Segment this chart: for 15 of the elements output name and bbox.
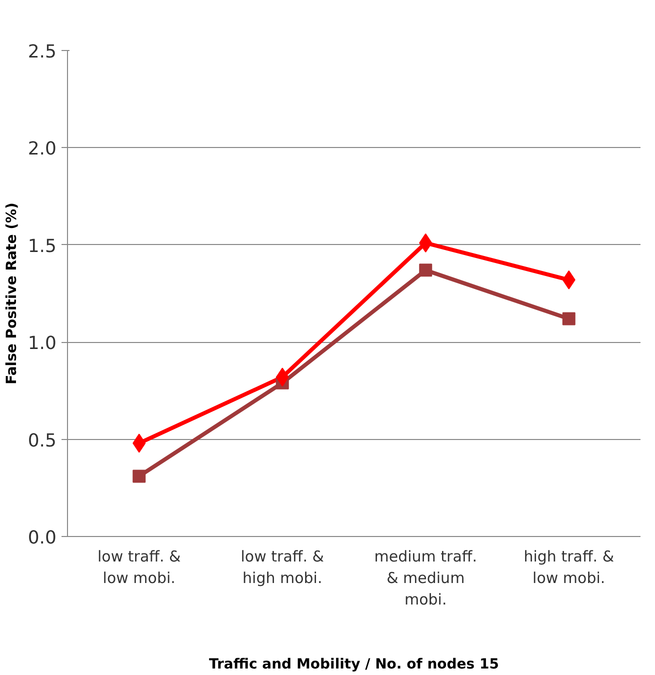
point xyxy=(419,264,432,277)
y-tick-label: 0.5 xyxy=(28,430,57,452)
y-tick-label: 2.0 xyxy=(28,138,57,160)
y-tick-label: 1.5 xyxy=(28,236,57,257)
x-tick-label: low traff. & high mobi. xyxy=(240,548,324,588)
x-tick-label: medium traff. & medium mobi. xyxy=(374,548,478,609)
x-tick-label: high traff. & low mobi. xyxy=(524,548,614,588)
x-axis-title: Traffic and Mobility / No. of nodes 15 xyxy=(208,656,500,673)
x-tick-label: low traff. & low mobi. xyxy=(98,548,182,588)
y-tick-label: 2.5 xyxy=(28,42,57,62)
y-axis-title: False Positive Rate (%) xyxy=(4,202,20,384)
point xyxy=(562,312,576,326)
point xyxy=(132,470,146,483)
y-tick-label: 0.0 xyxy=(28,528,57,548)
y-tick-label: 1.0 xyxy=(28,333,57,354)
